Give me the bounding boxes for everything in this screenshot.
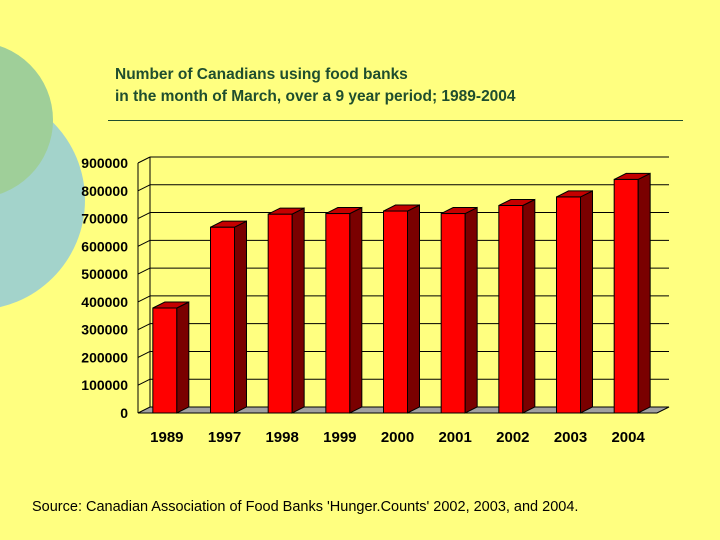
y-tick-label: 400000 bbox=[81, 294, 128, 310]
source-note: Source: Canadian Association of Food Ban… bbox=[32, 499, 579, 515]
bar-top bbox=[383, 204, 420, 212]
title-underline bbox=[108, 120, 683, 121]
gridline-wall-segment bbox=[137, 295, 151, 303]
gridline-wall-segment bbox=[137, 212, 151, 220]
bar-2001 bbox=[440, 213, 466, 414]
bar-2000 bbox=[383, 210, 408, 414]
x-tick-label: 2004 bbox=[611, 429, 645, 446]
bar-side bbox=[522, 198, 536, 414]
bar-top bbox=[440, 207, 478, 215]
x-tick-label: 2003 bbox=[554, 429, 587, 446]
gridline-wall-segment bbox=[137, 267, 151, 275]
y-tick-label: 600000 bbox=[81, 238, 128, 254]
bar-side bbox=[637, 172, 651, 414]
gridline-wall-segment bbox=[137, 378, 151, 386]
y-tick-label: 0 bbox=[120, 405, 128, 421]
bar-top bbox=[613, 172, 651, 180]
gridline-wall-segment bbox=[137, 350, 151, 358]
y-tick-label: 100000 bbox=[81, 377, 128, 393]
bar-side bbox=[234, 220, 247, 414]
bar-1998 bbox=[267, 213, 293, 414]
y-tick-label: 700000 bbox=[81, 211, 128, 227]
bar-side bbox=[349, 206, 363, 414]
green-circle bbox=[0, 46, 53, 194]
bar-top bbox=[267, 207, 305, 215]
bar-1999 bbox=[325, 213, 351, 414]
y-tick-label: 900000 bbox=[81, 155, 128, 171]
chart-title: Number of Canadians using food banks in … bbox=[115, 64, 516, 108]
bar-2003 bbox=[556, 196, 581, 414]
x-tick-label: 1997 bbox=[208, 429, 241, 446]
y-tick-label: 500000 bbox=[81, 266, 128, 282]
bar-side bbox=[580, 190, 593, 414]
bar-top bbox=[210, 220, 247, 228]
bar-side bbox=[176, 301, 190, 414]
bar-top bbox=[325, 207, 363, 215]
bar-1997 bbox=[210, 226, 235, 414]
x-tick-label: 2000 bbox=[381, 429, 414, 446]
bar-2002 bbox=[498, 205, 524, 414]
gridline-wall-segment bbox=[137, 156, 151, 164]
bar-2004 bbox=[613, 178, 639, 414]
bar-side bbox=[464, 206, 478, 414]
x-tick-label: 2002 bbox=[496, 429, 529, 446]
x-tick-label: 2001 bbox=[438, 429, 471, 446]
gridline-wall-segment bbox=[137, 239, 151, 247]
bar-top bbox=[556, 190, 593, 198]
y-tick-label: 800000 bbox=[81, 183, 128, 199]
x-tick-label: 1999 bbox=[323, 429, 356, 446]
bar-side bbox=[291, 207, 305, 414]
bar-top bbox=[498, 199, 536, 206]
x-tick-label: 1989 bbox=[150, 429, 183, 446]
title-line-2: in the month of March, over a 9 year per… bbox=[115, 88, 516, 105]
gridline-wall-segment bbox=[137, 323, 151, 331]
gridline-wall-segment bbox=[137, 184, 151, 192]
x-tick-label: 1998 bbox=[265, 429, 298, 446]
bar-side bbox=[407, 204, 420, 414]
title-line-1: Number of Canadians using food banks bbox=[115, 66, 408, 83]
bar-1989 bbox=[152, 307, 178, 414]
y-tick-label: 200000 bbox=[81, 349, 128, 365]
y-tick-label: 300000 bbox=[81, 322, 128, 338]
bar-top bbox=[152, 301, 190, 309]
